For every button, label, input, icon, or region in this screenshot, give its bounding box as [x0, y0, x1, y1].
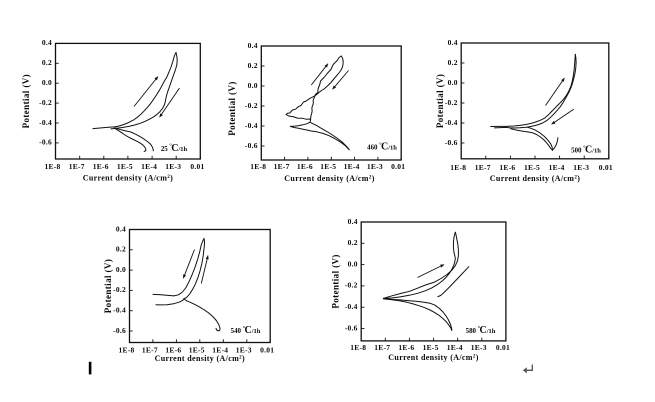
svg-text:0.2: 0.2: [448, 58, 458, 67]
svg-text:Current density (A/cm2): Current density (A/cm2): [155, 354, 245, 363]
svg-text:0.0: 0.0: [248, 81, 258, 90]
svg-text:0.4: 0.4: [116, 224, 126, 233]
svg-text:-0.6: -0.6: [345, 323, 358, 332]
svg-text:0.4: 0.4: [348, 217, 358, 226]
svg-text:460°C/1h: 460 °C/1h: [367, 142, 397, 153]
svg-text:Potential (V): Potential (V): [21, 74, 31, 128]
svg-text:0.01: 0.01: [190, 162, 204, 171]
svg-text:0.2: 0.2: [348, 238, 358, 247]
svg-text:-0.2: -0.2: [39, 98, 52, 107]
svg-text:1E-8: 1E-8: [350, 343, 366, 352]
svg-text:0.2: 0.2: [248, 61, 258, 70]
svg-text:1E-8: 1E-8: [119, 346, 135, 355]
svg-text:1E-6: 1E-6: [165, 346, 181, 355]
svg-text:1E-4: 1E-4: [344, 162, 360, 171]
svg-text:1E-5: 1E-5: [117, 162, 133, 171]
svg-text:1E-4: 1E-4: [447, 343, 463, 352]
svg-text:-0.4: -0.4: [113, 306, 126, 315]
svg-text:1E-7: 1E-7: [274, 162, 290, 171]
svg-text:0.01: 0.01: [391, 162, 405, 171]
svg-text:-0.6: -0.6: [245, 141, 258, 150]
svg-text:1E-8: 1E-8: [450, 163, 466, 172]
svg-text:-0.6: -0.6: [445, 138, 458, 147]
svg-text:1E-7: 1E-7: [475, 163, 491, 172]
svg-text:-0.4: -0.4: [39, 118, 52, 127]
svg-text:1E-8: 1E-8: [45, 162, 61, 171]
svg-text:1E-3: 1E-3: [471, 343, 487, 352]
svg-text:0.4: 0.4: [42, 38, 52, 47]
svg-text:1E-7: 1E-7: [374, 343, 390, 352]
svg-text:0.01: 0.01: [599, 163, 613, 172]
svg-text:-0.2: -0.2: [113, 285, 126, 294]
svg-text:1E-5: 1E-5: [189, 346, 205, 355]
svg-text:1E-3: 1E-3: [165, 162, 181, 171]
svg-text:-0.4: -0.4: [445, 118, 458, 127]
svg-text:Current density (A/cm2): Current density (A/cm2): [284, 174, 374, 183]
svg-text:1E-6: 1E-6: [93, 162, 109, 171]
svg-text:0.01: 0.01: [496, 343, 510, 352]
svg-text:Current density (A/cm2): Current density (A/cm2): [83, 173, 173, 182]
svg-text:Potential (V): Potential (V): [227, 81, 237, 135]
svg-text:580°C/1h: 580 °C/1h: [466, 325, 496, 336]
svg-text:0.2: 0.2: [116, 245, 126, 254]
svg-text:25°C/1h: 25 °C/1h: [161, 143, 188, 154]
svg-text:0.0: 0.0: [42, 78, 52, 87]
svg-text:-0.4: -0.4: [245, 121, 258, 130]
svg-text:Current density (A/cm2): Current density (A/cm2): [490, 174, 580, 183]
svg-text:1E-4: 1E-4: [141, 162, 157, 171]
svg-text:0.4: 0.4: [448, 38, 458, 47]
svg-text:-0.6: -0.6: [113, 326, 126, 335]
svg-text:1E-4: 1E-4: [549, 163, 565, 172]
svg-text:Potential (V): Potential (V): [331, 254, 341, 308]
svg-text:540°C/1h: 540 °C/1h: [231, 325, 261, 336]
svg-text:0.0: 0.0: [448, 78, 458, 87]
svg-text:-0.6: -0.6: [39, 138, 52, 147]
svg-text:1E-4: 1E-4: [212, 346, 228, 355]
svg-text:1E-8: 1E-8: [250, 162, 266, 171]
svg-text:-0.2: -0.2: [445, 98, 458, 107]
svg-text:0.4: 0.4: [248, 41, 258, 50]
svg-text:1E-5: 1E-5: [423, 343, 439, 352]
svg-text:Potential (V): Potential (V): [103, 259, 113, 313]
svg-text:0.0: 0.0: [116, 265, 126, 274]
svg-text:0.01: 0.01: [260, 346, 274, 355]
svg-text:-0.4: -0.4: [345, 302, 358, 311]
svg-text:1E-5: 1E-5: [320, 162, 336, 171]
svg-text:1E-5: 1E-5: [524, 163, 540, 172]
svg-text:500°C/1h: 500 °C/1h: [571, 145, 601, 156]
svg-text:0.2: 0.2: [42, 58, 52, 67]
svg-text:1E-7: 1E-7: [142, 346, 158, 355]
svg-text:Current density (A/cm2): Current density (A/cm2): [388, 353, 478, 362]
svg-text:1E-6: 1E-6: [398, 343, 414, 352]
svg-text:-0.2: -0.2: [345, 281, 358, 290]
svg-text:1E-6: 1E-6: [499, 163, 515, 172]
svg-text:1E-7: 1E-7: [69, 162, 85, 171]
svg-text:1E-3: 1E-3: [367, 162, 383, 171]
svg-text:0.0: 0.0: [348, 259, 358, 268]
svg-text:1E-3: 1E-3: [236, 346, 252, 355]
svg-text:Potential (V): Potential (V): [435, 74, 445, 128]
svg-text:-0.2: -0.2: [245, 101, 258, 110]
svg-text:1E-6: 1E-6: [297, 162, 313, 171]
svg-text:1E-3: 1E-3: [573, 163, 589, 172]
